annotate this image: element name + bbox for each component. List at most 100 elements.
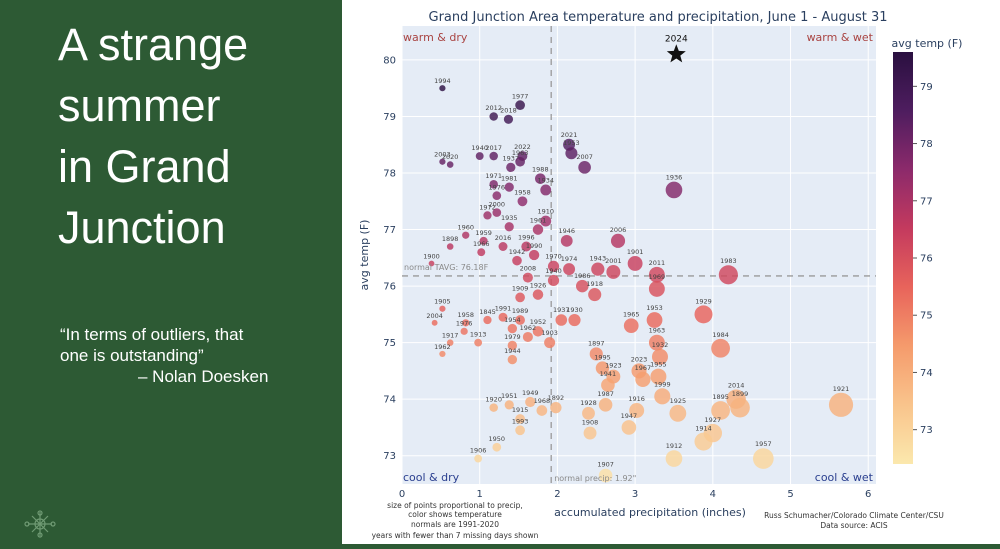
source-note: Data source: ACIS	[820, 521, 888, 530]
data-point-label: 1898	[442, 235, 459, 243]
data-point-label: 1895	[712, 393, 729, 401]
data-point-label: 1991	[495, 305, 512, 313]
data-point	[528, 249, 540, 261]
data-point-label: 1951	[501, 392, 518, 400]
data-point	[475, 152, 484, 160]
data-point-label: 1942	[509, 248, 526, 256]
data-point	[828, 392, 854, 417]
data-point-label: 1935	[501, 214, 518, 222]
highlight-star	[666, 44, 686, 63]
data-point-label: 1962	[434, 343, 451, 351]
data-point-label: 2020	[442, 153, 459, 161]
data-point-label: 1937	[553, 306, 570, 314]
data-point	[550, 402, 562, 414]
data-point	[515, 292, 525, 303]
data-point	[483, 211, 492, 220]
data-point-label: 1949	[522, 389, 539, 397]
data-point-label: 1966	[473, 240, 490, 248]
data-point-label: 1934	[537, 177, 554, 185]
data-point	[560, 234, 573, 247]
data-point	[474, 338, 483, 347]
data-point-label: 1917	[442, 331, 459, 339]
data-point-label: 1908	[582, 419, 599, 427]
colorbar-tick-label: 73	[920, 425, 933, 436]
data-point-label: 1912	[666, 442, 683, 450]
data-points: 1994197720122018202119532007200320201940…	[423, 34, 854, 483]
quote-line-1: “In terms of outliers, that	[60, 325, 244, 344]
data-point-label: 2023	[631, 355, 648, 363]
data-point	[489, 112, 498, 121]
data-point	[563, 263, 576, 276]
y-axis-label: avg temp (F)	[358, 220, 371, 291]
data-point	[462, 319, 470, 327]
data-point	[498, 312, 508, 322]
data-point-label: 2012	[485, 104, 502, 112]
colorbar-title: avg temp (F)	[892, 37, 963, 50]
data-point-label: 1963	[649, 327, 666, 335]
data-point	[504, 400, 514, 410]
data-point	[498, 242, 508, 251]
data-point	[589, 347, 603, 361]
data-point	[610, 233, 626, 248]
data-point-label: 1916	[628, 395, 645, 403]
data-point	[627, 256, 643, 271]
data-point	[635, 371, 651, 388]
data-point-label: 1957	[755, 440, 772, 448]
data-point	[583, 426, 597, 440]
data-point	[439, 158, 446, 165]
data-point	[648, 334, 665, 351]
data-point-label: 1925	[670, 397, 687, 405]
data-point-label: 1961	[530, 216, 547, 224]
x-tick-label: 3	[632, 489, 638, 500]
data-point	[439, 305, 446, 312]
chart-title: Grand Junction Area temperature and prec…	[429, 10, 888, 25]
data-point	[503, 114, 514, 124]
data-point	[694, 305, 713, 324]
data-point	[629, 403, 645, 418]
data-point-label: 1899	[732, 390, 749, 398]
data-point	[492, 191, 502, 200]
data-point-label: 1995	[594, 353, 611, 361]
data-point	[515, 414, 525, 424]
data-point-label: 1984	[712, 331, 729, 339]
data-point	[515, 100, 525, 111]
data-point-label: 1936	[666, 174, 683, 182]
data-point-label: 2016	[495, 234, 512, 242]
quadrant-cool-dry: cool & dry	[403, 471, 460, 484]
data-point	[582, 406, 595, 420]
data-point-label: 1909	[512, 285, 529, 293]
x-tick-label: 4	[710, 489, 716, 500]
data-point	[565, 147, 578, 160]
data-point	[665, 450, 683, 467]
data-point	[477, 248, 486, 257]
size-note-1: size of points proportional to precip,	[387, 501, 523, 510]
data-point-label: 1914	[695, 425, 712, 433]
x-tick-label: 5	[787, 489, 793, 500]
data-point	[532, 326, 544, 337]
chart-panel: Grand Junction Area temperature and prec…	[342, 0, 1000, 544]
data-point-label: 2008	[520, 265, 537, 273]
data-point	[515, 315, 525, 325]
colorbar: avg temp (F) 73 74 75 76 77 78 79	[892, 37, 963, 464]
data-point-label: 2011	[649, 259, 666, 267]
data-point	[462, 231, 470, 239]
data-point	[646, 312, 663, 328]
data-point-label: 1994	[434, 77, 451, 85]
colorbar-tick-label: 75	[920, 311, 933, 322]
data-point	[694, 432, 713, 451]
y-tick-label: 77	[383, 225, 396, 236]
normals-note: normals are 1991-2020	[411, 520, 499, 529]
data-point-label: 1897	[588, 339, 605, 347]
data-point	[591, 262, 605, 276]
data-point	[718, 265, 738, 285]
data-point	[446, 339, 454, 346]
data-point-label: 1928	[580, 399, 597, 407]
data-point	[576, 279, 589, 293]
data-point	[654, 388, 671, 405]
data-point	[532, 289, 544, 300]
data-point	[651, 348, 668, 365]
data-point-label: 1923	[605, 362, 622, 370]
data-point	[598, 468, 613, 483]
data-point	[536, 405, 548, 416]
data-point-label: 1988	[532, 165, 549, 173]
